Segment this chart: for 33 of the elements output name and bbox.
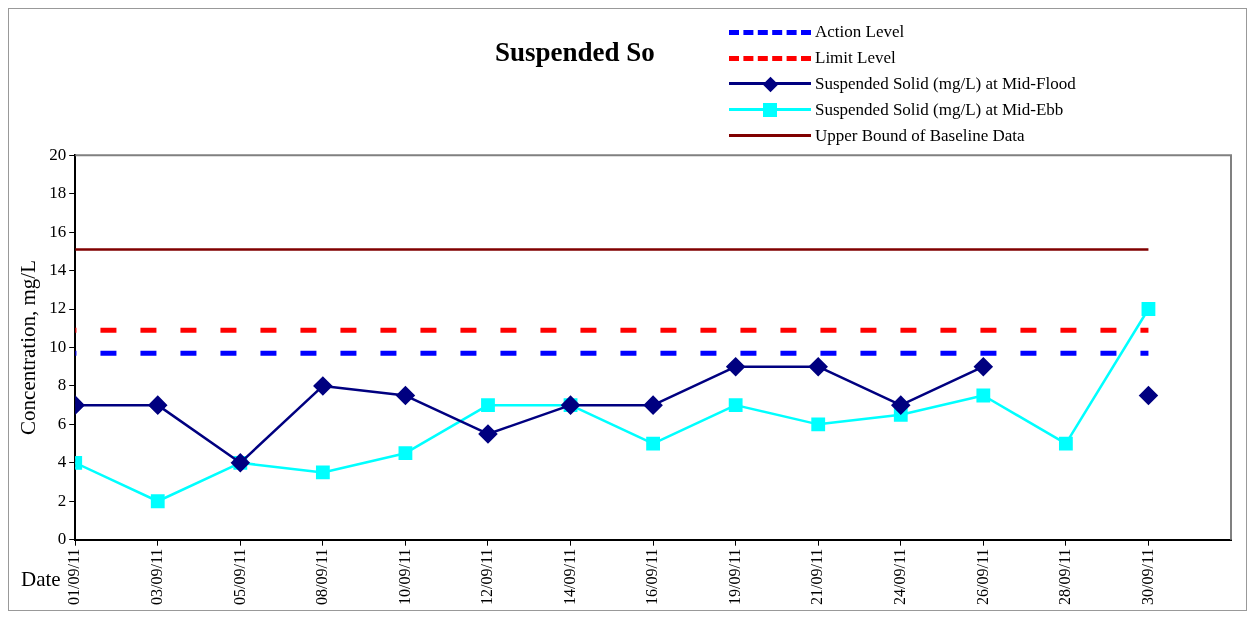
x-tick-label: 30/09/11 (1138, 548, 1156, 605)
legend-label: Action Level (815, 21, 905, 43)
y-tick-label: 12 (49, 298, 67, 318)
y-tick-label: 18 (49, 183, 67, 203)
chart-title: Suspended So (495, 37, 655, 68)
x-tick-label: 26/09/11 (973, 548, 991, 605)
y-tick-label: 4 (57, 452, 67, 472)
x-tick-label: 03/09/11 (147, 548, 165, 605)
y-tick-label: 6 (57, 413, 67, 433)
x-tick-label: 01/09/11 (65, 548, 83, 605)
y-tick-label: 8 (57, 375, 67, 395)
x-tick-label: 12/09/11 (478, 548, 496, 605)
legend-label: Upper Bound of Baseline Data (815, 125, 1025, 147)
x-tick-label: 24/09/11 (890, 548, 908, 605)
y-tick-label: 2 (57, 490, 67, 510)
x-tick-label: 19/09/11 (725, 548, 743, 605)
x-tick-label: 16/09/11 (643, 548, 661, 605)
x-tick-label: 14/09/11 (560, 548, 578, 605)
y-axis-title: Concentration, mg/L (16, 259, 41, 435)
legend-label: Suspended Solid (mg/L) at Mid-Flood (815, 73, 1076, 95)
y-tick-label: 10 (49, 336, 67, 356)
x-tick-label: 08/09/11 (313, 548, 331, 605)
x-tick-label: 28/09/11 (1056, 548, 1074, 605)
x-tick-label: 05/09/11 (230, 548, 248, 605)
y-tick-label: 16 (49, 221, 67, 241)
legend-label: Suspended Solid (mg/L) at Mid-Ebb (815, 99, 1064, 121)
y-tick-label: 20 (49, 144, 67, 164)
x-axis-title: Date (21, 567, 61, 592)
x-tick-label: 10/09/11 (395, 548, 413, 605)
x-tick-label: 21/09/11 (808, 548, 826, 605)
legend-label: Limit Level (815, 47, 896, 69)
y-tick-label: 0 (57, 529, 67, 549)
y-tick-label: 14 (49, 260, 67, 280)
